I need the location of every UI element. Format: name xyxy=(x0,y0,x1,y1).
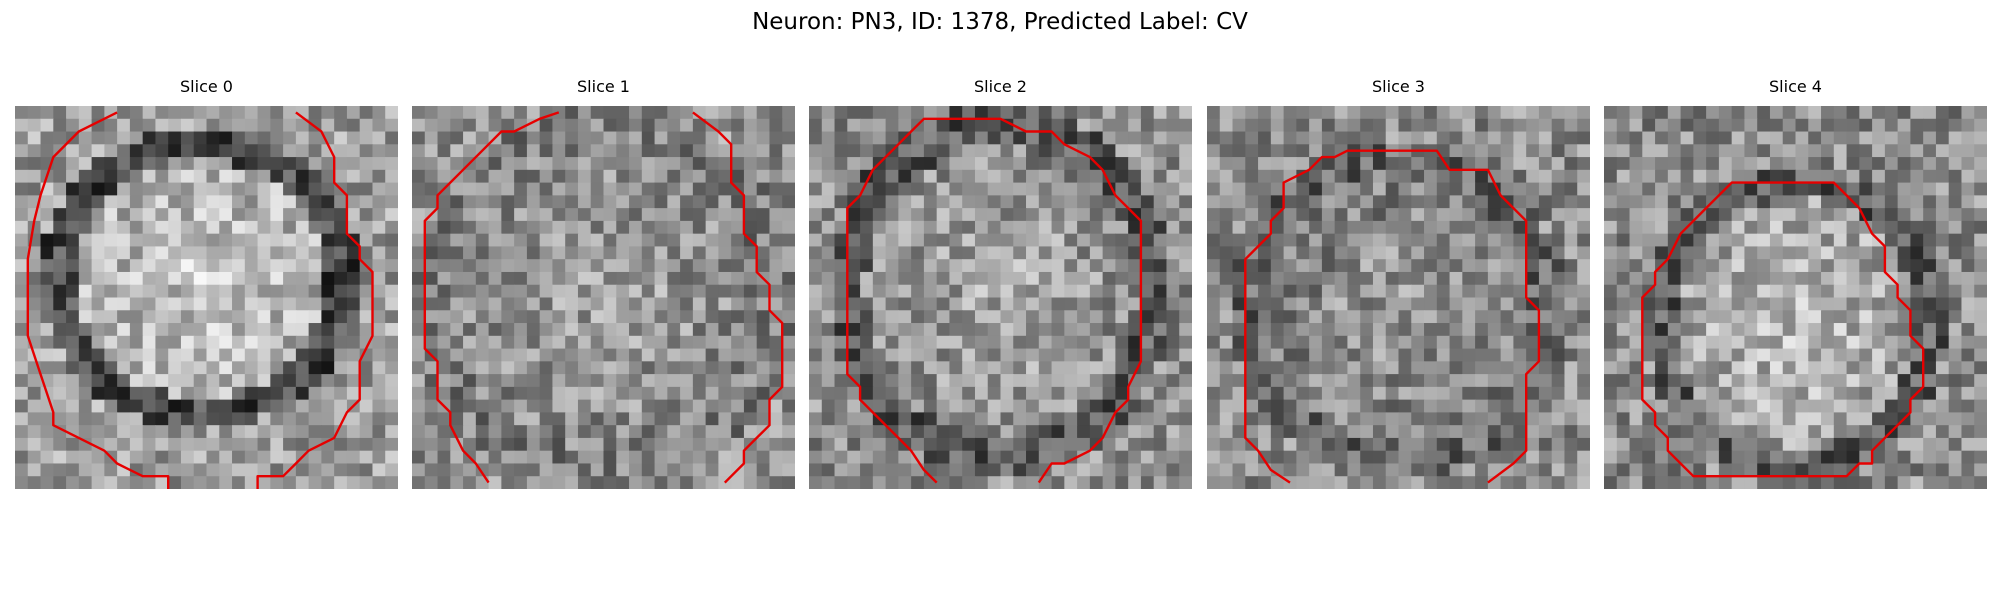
pixel-grid xyxy=(15,106,398,489)
segmentation-contour xyxy=(1244,149,1541,484)
pixel-grid xyxy=(412,106,795,489)
slice-panel-1: Slice 1 xyxy=(412,77,795,489)
slice-image-4 xyxy=(1604,106,1987,489)
pixel-grid xyxy=(809,106,1192,489)
slice-title-4: Slice 4 xyxy=(1769,77,1822,96)
pixel-grid xyxy=(1207,106,1590,489)
slice-title-3: Slice 3 xyxy=(1372,77,1425,96)
slice-image-3 xyxy=(1207,106,1590,489)
segmentation-contour xyxy=(1641,181,1925,478)
slice-title-1: Slice 1 xyxy=(577,77,630,96)
figure-title: Neuron: PN3, ID: 1378, Predicted Label: … xyxy=(752,9,1248,35)
slice-panel-4: Slice 4 xyxy=(1604,77,1987,489)
slice-panel-2: Slice 2 xyxy=(809,77,1192,489)
segmentation-contour xyxy=(256,111,374,489)
segmentation-contour xyxy=(423,111,560,484)
slice-image-2 xyxy=(809,106,1192,489)
slice-image-1 xyxy=(412,106,795,489)
slice-title-2: Slice 2 xyxy=(974,77,1027,96)
slice-panel-3: Slice 3 xyxy=(1207,77,1590,489)
segmentation-contour xyxy=(692,111,784,484)
slice-panel-0: Slice 0 xyxy=(15,77,398,489)
slice-title-0: Slice 0 xyxy=(180,77,233,96)
segmentation-contour xyxy=(846,117,1143,484)
slice-image-0 xyxy=(15,106,398,489)
segmentation-contour xyxy=(26,111,170,489)
